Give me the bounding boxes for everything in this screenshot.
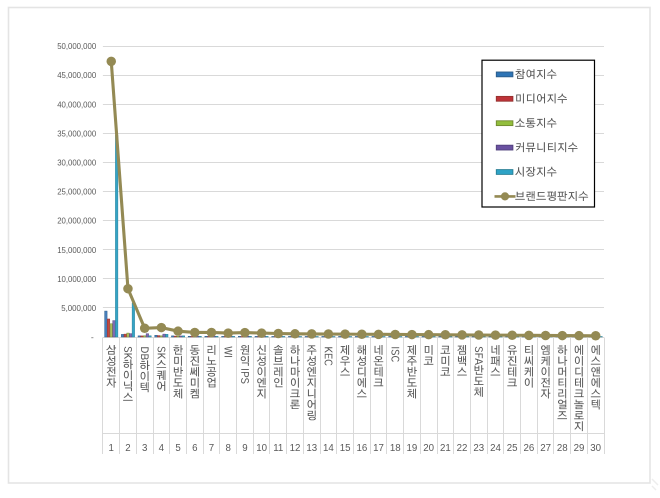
- svg-text:20,000,000: 20,000,000: [57, 216, 96, 226]
- svg-text:1: 1: [109, 443, 114, 454]
- svg-text:12: 12: [290, 443, 301, 454]
- svg-text:17: 17: [373, 443, 384, 454]
- svg-text:25,000,000: 25,000,000: [57, 187, 96, 197]
- svg-text:22: 22: [457, 443, 468, 454]
- svg-text:8: 8: [225, 443, 230, 454]
- svg-text:14: 14: [323, 443, 334, 454]
- svg-text:6: 6: [192, 443, 197, 454]
- svg-text:15,000,000: 15,000,000: [57, 245, 96, 255]
- svg-text:20: 20: [423, 443, 434, 454]
- svg-text:45,000,000: 45,000,000: [57, 70, 96, 80]
- svg-text:23: 23: [473, 443, 484, 454]
- svg-text:35,000,000: 35,000,000: [57, 128, 96, 138]
- svg-text:7: 7: [209, 443, 214, 454]
- svg-text:15: 15: [340, 443, 351, 454]
- svg-text:13: 13: [306, 443, 317, 454]
- svg-text:28: 28: [557, 443, 568, 454]
- svg-text:40,000,000: 40,000,000: [57, 99, 96, 109]
- svg-text:3: 3: [142, 443, 147, 454]
- svg-text:25: 25: [507, 443, 518, 454]
- svg-text:5,000,000: 5,000,000: [61, 303, 96, 313]
- svg-text:4: 4: [159, 443, 165, 454]
- svg-text:30,000,000: 30,000,000: [57, 158, 96, 168]
- svg-text:21: 21: [440, 443, 451, 454]
- svg-text:27: 27: [540, 443, 551, 454]
- svg-text:19: 19: [407, 443, 418, 454]
- svg-text:16: 16: [356, 443, 367, 454]
- svg-text:30: 30: [590, 443, 601, 454]
- svg-text:5: 5: [175, 443, 180, 454]
- svg-text:50,000,000: 50,000,000: [57, 41, 96, 51]
- svg-text:29: 29: [574, 443, 585, 454]
- svg-text:2: 2: [125, 443, 130, 454]
- svg-text:11: 11: [273, 443, 283, 454]
- svg-text:18: 18: [390, 443, 401, 454]
- svg-text:-: -: [91, 332, 94, 342]
- svg-text:10: 10: [256, 443, 267, 454]
- svg-text:10,000,000: 10,000,000: [57, 274, 96, 284]
- svg-text:9: 9: [242, 443, 247, 454]
- svg-text:26: 26: [523, 443, 534, 454]
- svg-text:24: 24: [490, 443, 501, 454]
